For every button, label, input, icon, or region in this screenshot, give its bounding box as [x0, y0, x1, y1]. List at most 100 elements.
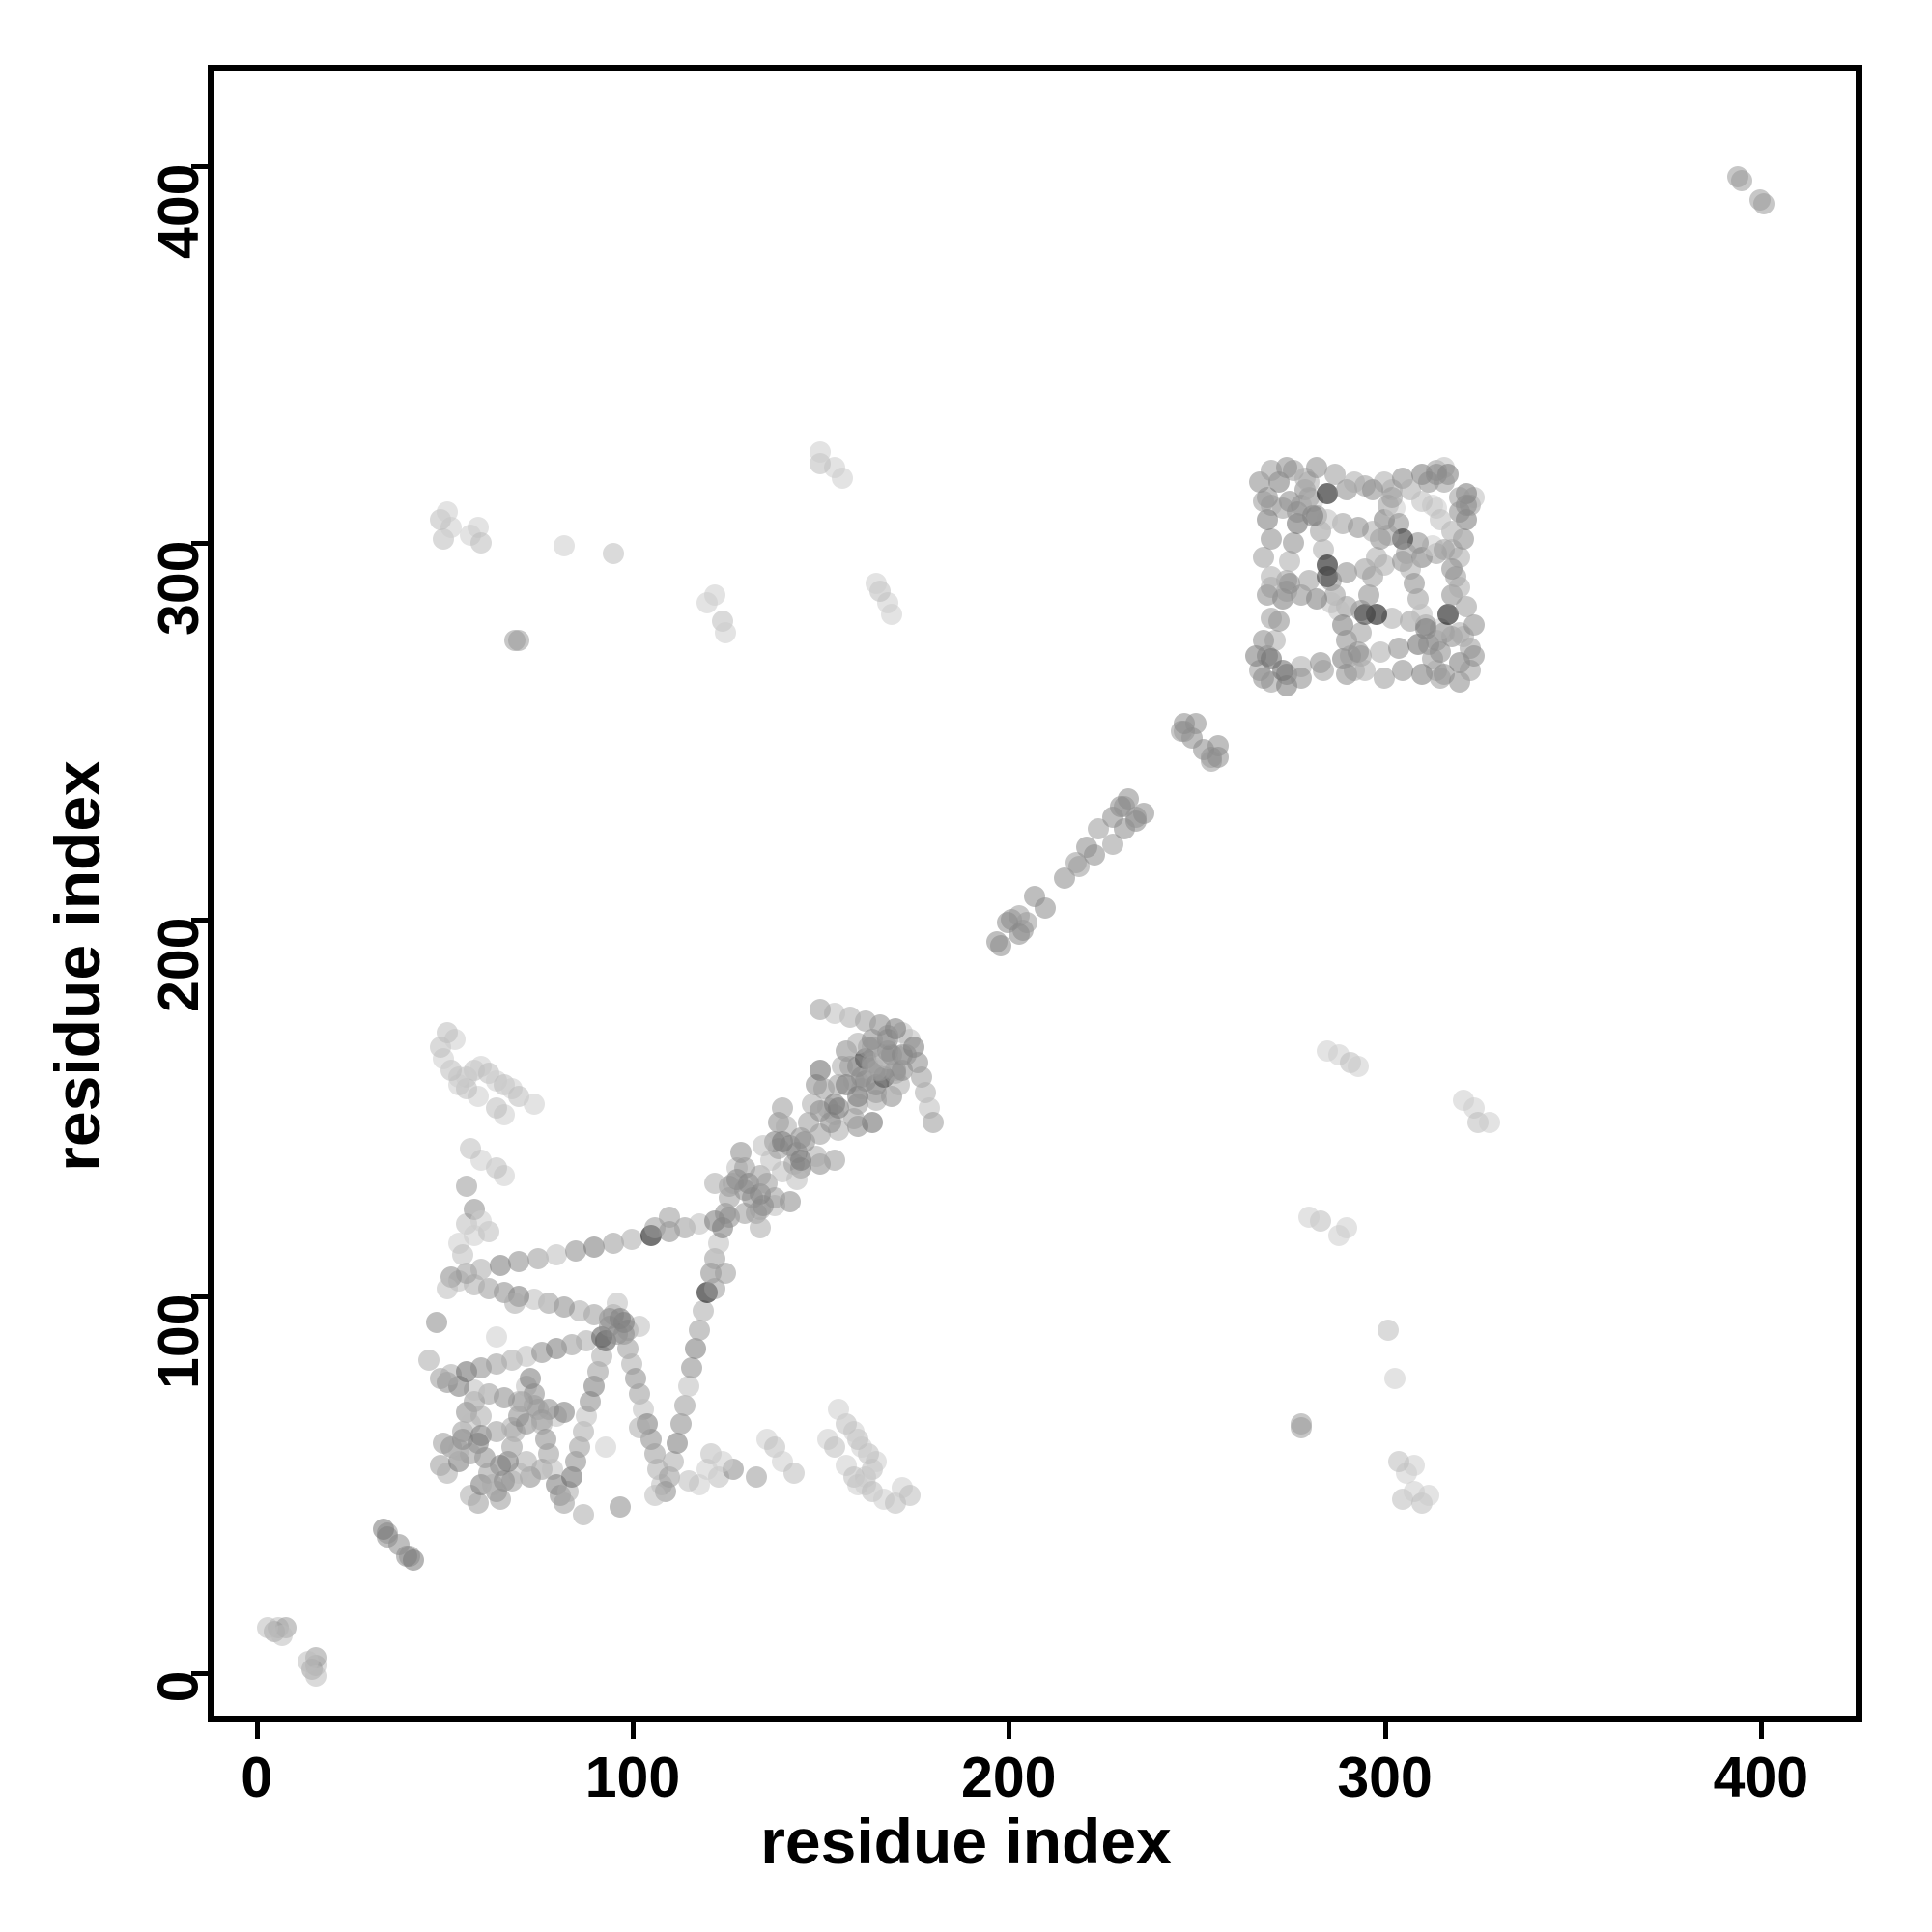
y-axis-tick-label: 400 — [146, 163, 211, 260]
scatter-point — [1317, 565, 1339, 587]
scatter-point — [1430, 667, 1452, 689]
scatter-point — [1335, 561, 1357, 583]
scatter-point — [526, 1247, 549, 1269]
scatter-point — [1279, 573, 1301, 595]
scatter-point — [662, 1451, 684, 1473]
scatter-point — [1377, 1319, 1399, 1341]
scatter-point — [753, 1134, 775, 1156]
scatter-point — [1410, 664, 1433, 685]
scatter-point — [681, 1356, 703, 1378]
scatter-point — [554, 535, 576, 557]
scatter-point — [455, 1176, 477, 1198]
y-axis-tick-label: 200 — [146, 917, 211, 1013]
scatter-point — [1253, 490, 1275, 512]
x-axis-tick — [1382, 1722, 1388, 1739]
scatter-point — [1305, 456, 1327, 478]
scatter-point — [1260, 565, 1282, 587]
x-axis-tick-label: 400 — [1713, 1746, 1809, 1809]
scatter-point — [305, 1665, 327, 1688]
scatter-point — [1260, 527, 1282, 550]
scatter-point — [1456, 494, 1478, 516]
scatter-point — [689, 1319, 711, 1341]
y-axis-tick — [191, 1671, 208, 1677]
scatter-point — [1291, 1417, 1313, 1438]
scatter-point — [1068, 855, 1091, 877]
scatter-point — [703, 1277, 725, 1299]
scatter-point — [669, 1413, 692, 1435]
y-axis-tick-label: 0 — [146, 1670, 211, 1703]
scatter-point — [546, 1243, 568, 1265]
scatter-point — [564, 1239, 586, 1262]
scatter-point — [1253, 629, 1275, 651]
scatter-point — [1257, 584, 1279, 607]
scatter-point — [828, 1398, 850, 1420]
scatter-point — [1373, 554, 1395, 576]
scatter-point — [1448, 577, 1470, 599]
scatter-point — [809, 1059, 831, 1081]
scatter-point — [1726, 166, 1748, 188]
scatter-point — [997, 912, 1019, 934]
scatter-point — [1434, 539, 1456, 561]
scatter-point — [824, 1150, 846, 1172]
scatter-point — [256, 1616, 278, 1638]
scatter-point — [1463, 644, 1486, 667]
scatter-point — [1317, 482, 1339, 504]
scatter-point — [862, 1112, 884, 1134]
scatter-point — [602, 1232, 624, 1254]
scatter-point — [1410, 490, 1433, 512]
scatter-point — [643, 1485, 666, 1507]
y-axis-tick — [191, 164, 208, 170]
scatter-point — [703, 1172, 725, 1194]
x-axis-title: residue index — [760, 1805, 1172, 1877]
scatter-point — [1335, 664, 1357, 685]
scatter-point — [508, 1251, 530, 1273]
scatter-point — [437, 1021, 459, 1043]
x-axis-tick-label: 100 — [584, 1746, 681, 1809]
scatter-point — [1132, 803, 1154, 825]
scatter-point — [866, 573, 888, 595]
scatter-point — [437, 1277, 459, 1299]
x-axis-tick-label: 200 — [961, 1746, 1057, 1809]
scatter-point — [1118, 787, 1140, 810]
scatter-point — [715, 622, 737, 644]
x-axis-tick-label: 300 — [1337, 1746, 1433, 1809]
scatter-point — [1283, 531, 1305, 554]
scatter-point — [703, 584, 725, 607]
scatter-point — [659, 1206, 681, 1228]
scatter-point — [786, 1168, 809, 1190]
scatter-point — [1478, 1112, 1500, 1134]
scatter-point — [470, 1406, 493, 1428]
scatter-point — [403, 1548, 425, 1571]
scatter-point — [1436, 603, 1459, 625]
scatter-point — [417, 1349, 440, 1371]
scatter-point — [677, 1469, 699, 1492]
scatter-point — [1418, 1485, 1440, 1507]
scatter-point — [1369, 640, 1391, 663]
scatter-point — [451, 1428, 473, 1450]
scatter-point — [1257, 509, 1279, 531]
scatter-point — [790, 1150, 812, 1172]
scatter-point — [1297, 569, 1320, 591]
scatter-point — [1324, 464, 1347, 486]
scatter-point — [1253, 667, 1275, 689]
scatter-point — [1023, 886, 1045, 908]
scatter-point — [1430, 509, 1452, 531]
x-axis-tick-label: 0 — [241, 1746, 273, 1809]
scatter-point — [1174, 712, 1196, 734]
scatter-point — [749, 1217, 771, 1239]
scatter-point — [1373, 667, 1395, 689]
scatter-point — [1362, 478, 1384, 500]
scatter-point — [583, 1236, 606, 1258]
scatter-point — [485, 1096, 507, 1119]
scatter-point — [693, 1300, 715, 1322]
scatter-point — [1343, 471, 1365, 494]
scatter-point — [824, 1435, 846, 1458]
scatter-point — [470, 1209, 493, 1232]
scatter-point — [523, 1093, 545, 1115]
y-axis-tick — [191, 1294, 208, 1300]
scatter-point — [922, 1112, 944, 1134]
scatter-point — [1275, 456, 1297, 478]
scatter-point — [745, 1465, 767, 1488]
scatter-point — [489, 1489, 511, 1511]
